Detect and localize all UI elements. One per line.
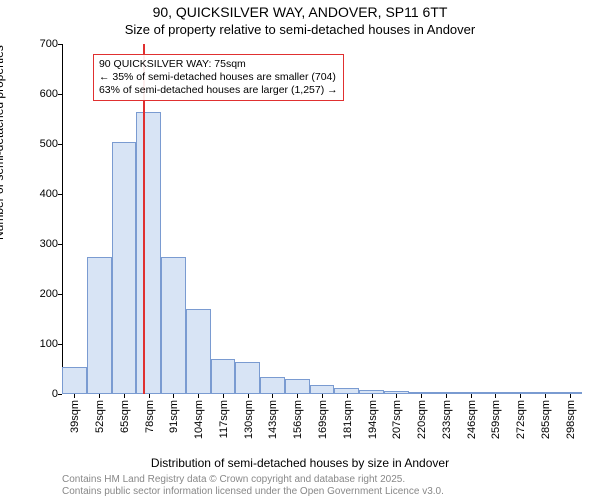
y-tick-label: 200 [28, 288, 58, 300]
x-tick-mark [570, 394, 571, 398]
y-tick-mark [58, 44, 62, 45]
x-tick-mark [396, 394, 397, 398]
x-tick-label: 143sqm [267, 400, 279, 439]
x-tick-label: 52sqm [94, 400, 106, 433]
x-tick-label: 130sqm [243, 400, 255, 439]
y-tick-label: 700 [28, 38, 58, 50]
x-tick-mark [272, 394, 273, 398]
histogram-bar [235, 362, 260, 395]
x-tick-mark [173, 394, 174, 398]
x-axis-label: Distribution of semi-detached houses by … [0, 456, 600, 470]
x-tick-label: 156sqm [292, 400, 304, 439]
x-tick-mark [223, 394, 224, 398]
y-tick-label: 500 [28, 138, 58, 150]
x-tick-label: 104sqm [193, 400, 205, 439]
histogram-bar [62, 367, 87, 395]
x-tick-mark [495, 394, 496, 398]
x-tick-label: 207sqm [391, 400, 403, 439]
histogram-bar [211, 359, 236, 394]
x-tick-label: 272sqm [515, 400, 527, 439]
annotation-line: 90 QUICKSILVER WAY: 75sqm [99, 58, 338, 71]
y-tick-label: 600 [28, 88, 58, 100]
histogram-bar [161, 257, 186, 395]
x-tick-mark [198, 394, 199, 398]
histogram-bar [87, 257, 112, 395]
x-tick-mark [322, 394, 323, 398]
attribution-text: Contains HM Land Registry data © Crown c… [62, 474, 444, 498]
x-tick-label: 65sqm [119, 400, 131, 433]
histogram-bar [112, 142, 137, 395]
x-tick-label: 91sqm [168, 400, 180, 433]
x-tick-mark [99, 394, 100, 398]
x-tick-label: 220sqm [416, 400, 428, 439]
x-tick-label: 39sqm [69, 400, 81, 433]
chart-title: 90, QUICKSILVER WAY, ANDOVER, SP11 6TT [0, 4, 600, 20]
x-tick-label: 181sqm [342, 400, 354, 439]
y-tick-mark [58, 94, 62, 95]
x-tick-mark [74, 394, 75, 398]
y-tick-label: 300 [28, 238, 58, 250]
x-tick-mark [248, 394, 249, 398]
chart-container: 90, QUICKSILVER WAY, ANDOVER, SP11 6TT S… [0, 0, 600, 500]
x-tick-mark [149, 394, 150, 398]
y-tick-mark [58, 294, 62, 295]
attribution-line: Contains HM Land Registry data © Crown c… [62, 474, 444, 486]
attribution-line: Contains public sector information licen… [62, 486, 444, 498]
y-tick-label: 400 [28, 188, 58, 200]
y-tick-mark [58, 244, 62, 245]
y-tick-label: 0 [28, 388, 58, 400]
y-axis-label: Number of semi-detached properties [0, 45, 6, 240]
histogram-bar [310, 385, 335, 394]
x-tick-label: 117sqm [218, 400, 230, 438]
x-tick-mark [347, 394, 348, 398]
x-tick-mark [124, 394, 125, 398]
x-tick-label: 285sqm [540, 400, 552, 439]
x-tick-mark [446, 394, 447, 398]
x-tick-mark [545, 394, 546, 398]
annotation-line: 63% of semi-detached houses are larger (… [99, 84, 338, 97]
histogram-bar [136, 112, 161, 395]
y-tick-label: 100 [28, 338, 58, 350]
plot-area: 010020030040050060070039sqm52sqm65sqm78s… [62, 44, 582, 394]
x-tick-mark [372, 394, 373, 398]
x-tick-label: 259sqm [490, 400, 502, 439]
x-tick-label: 194sqm [367, 400, 379, 439]
x-tick-label: 169sqm [317, 400, 329, 439]
y-tick-mark [58, 194, 62, 195]
histogram-bar [260, 377, 285, 395]
annotation-box: 90 QUICKSILVER WAY: 75sqm← 35% of semi-d… [93, 54, 344, 101]
x-tick-label: 78sqm [144, 400, 156, 433]
x-tick-mark [520, 394, 521, 398]
y-tick-mark [58, 344, 62, 345]
x-tick-label: 246sqm [466, 400, 478, 439]
histogram-bar [285, 379, 310, 394]
y-axis-line [62, 44, 63, 394]
x-tick-label: 298sqm [565, 400, 577, 439]
y-tick-mark [58, 394, 62, 395]
x-tick-mark [471, 394, 472, 398]
x-tick-mark [297, 394, 298, 398]
x-tick-label: 233sqm [441, 400, 453, 439]
chart-subtitle: Size of property relative to semi-detach… [0, 22, 600, 37]
annotation-line: ← 35% of semi-detached houses are smalle… [99, 71, 338, 84]
histogram-bar [186, 309, 211, 394]
x-tick-mark [421, 394, 422, 398]
y-tick-mark [58, 144, 62, 145]
